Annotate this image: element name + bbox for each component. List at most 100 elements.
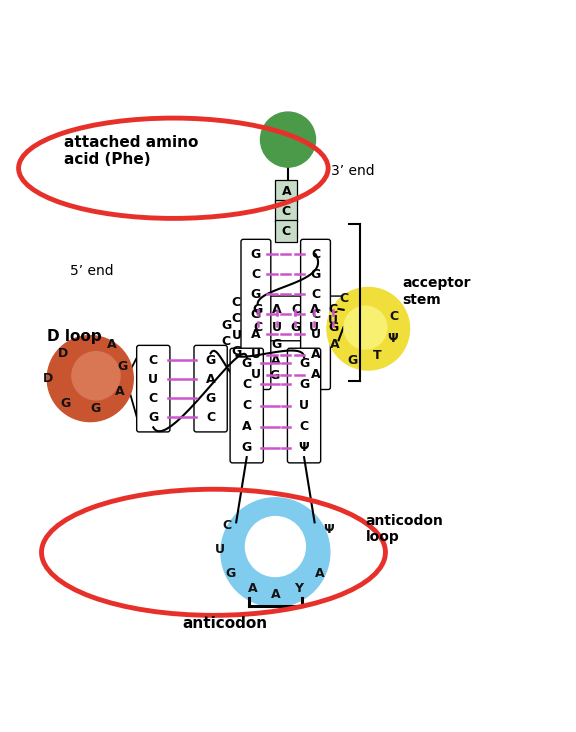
FancyBboxPatch shape — [194, 346, 228, 432]
Text: G: G — [251, 247, 261, 261]
Text: A: A — [115, 385, 125, 398]
Circle shape — [221, 498, 330, 607]
Text: C: C — [242, 399, 251, 412]
Text: A: A — [315, 567, 325, 580]
Text: C: C — [389, 310, 399, 324]
Circle shape — [47, 335, 133, 422]
FancyBboxPatch shape — [301, 239, 331, 389]
Text: U: U — [271, 321, 282, 334]
Text: G: G — [299, 356, 309, 370]
FancyBboxPatch shape — [287, 348, 321, 463]
Text: A: A — [310, 348, 320, 361]
Text: G: G — [269, 369, 279, 382]
Text: T: T — [373, 349, 381, 362]
Text: G: G — [251, 288, 261, 301]
Circle shape — [245, 517, 305, 577]
Text: C: C — [222, 519, 231, 532]
Text: anticodon
loop: anticodon loop — [365, 515, 444, 545]
FancyBboxPatch shape — [242, 296, 347, 341]
Text: C: C — [222, 335, 230, 348]
Text: G: G — [221, 319, 231, 332]
Text: G: G — [299, 378, 309, 391]
Text: G: G — [241, 356, 252, 370]
Circle shape — [260, 112, 316, 167]
Text: G: G — [310, 268, 321, 281]
Text: C: C — [282, 225, 291, 238]
Circle shape — [344, 306, 387, 349]
Text: U: U — [251, 368, 261, 381]
Text: Y: Y — [294, 582, 303, 595]
Text: A: A — [107, 338, 116, 351]
Text: C: C — [329, 303, 338, 316]
Text: U: U — [215, 543, 225, 556]
Text: U: U — [328, 313, 338, 326]
Text: A: A — [242, 420, 252, 433]
Text: attached amino
acid (Phe): attached amino acid (Phe) — [65, 135, 199, 167]
Text: C: C — [311, 247, 320, 261]
Text: C: C — [300, 420, 309, 433]
Text: C: C — [282, 205, 291, 217]
Text: C: C — [291, 303, 300, 316]
Text: Ψ: Ψ — [323, 523, 334, 536]
Circle shape — [327, 288, 410, 370]
Text: U: U — [309, 321, 319, 334]
Text: Ψ: Ψ — [299, 441, 309, 455]
Text: A: A — [272, 303, 281, 316]
Text: acceptor
stem: acceptor stem — [403, 277, 471, 307]
Text: D: D — [43, 372, 54, 385]
Text: A: A — [251, 328, 261, 341]
Text: C: C — [253, 321, 262, 334]
Text: G: G — [226, 567, 236, 580]
Text: G: G — [118, 359, 128, 373]
FancyBboxPatch shape — [275, 201, 297, 222]
Text: U: U — [148, 373, 158, 386]
Text: G: G — [252, 303, 263, 316]
Text: G: G — [60, 397, 71, 410]
Text: D: D — [58, 347, 69, 360]
Text: G: G — [206, 354, 216, 367]
Text: G: G — [206, 392, 216, 405]
Text: G: G — [91, 403, 101, 416]
FancyBboxPatch shape — [230, 348, 263, 463]
Text: 3’ end: 3’ end — [331, 164, 374, 178]
Text: G: G — [328, 321, 339, 334]
FancyBboxPatch shape — [241, 239, 271, 389]
Text: C: C — [149, 354, 158, 367]
Text: G: G — [241, 441, 252, 455]
Text: G: G — [232, 346, 241, 358]
Text: G: G — [148, 411, 158, 424]
Text: U: U — [232, 329, 241, 342]
Text: C: C — [311, 308, 320, 321]
Text: Ψ: Ψ — [387, 332, 397, 345]
Text: A: A — [206, 373, 215, 386]
Text: A: A — [271, 588, 280, 601]
Text: C: C — [242, 378, 251, 391]
Text: C: C — [232, 296, 241, 310]
Text: A: A — [310, 368, 320, 381]
Text: U: U — [251, 348, 261, 361]
Text: C: C — [149, 392, 158, 405]
Text: G: G — [348, 354, 358, 367]
Circle shape — [72, 351, 120, 400]
Text: A: A — [271, 354, 280, 367]
Text: A: A — [282, 184, 291, 198]
Text: U: U — [299, 399, 309, 412]
Text: A: A — [330, 337, 340, 351]
Text: G: G — [290, 321, 301, 334]
Text: anticodon: anticodon — [183, 616, 267, 632]
Text: U: U — [310, 328, 320, 341]
Text: C: C — [251, 268, 260, 281]
FancyBboxPatch shape — [275, 220, 297, 242]
Text: C: C — [340, 292, 348, 305]
Text: C: C — [232, 313, 241, 326]
Text: A: A — [248, 582, 257, 595]
Text: C: C — [311, 288, 320, 301]
Text: A: A — [309, 303, 319, 316]
Text: D loop: D loop — [47, 329, 102, 344]
Text: C: C — [206, 411, 215, 424]
Text: 5’ end: 5’ end — [70, 264, 113, 278]
FancyBboxPatch shape — [137, 346, 170, 432]
Text: G: G — [271, 337, 282, 351]
Text: G: G — [251, 308, 261, 321]
FancyBboxPatch shape — [275, 180, 297, 202]
